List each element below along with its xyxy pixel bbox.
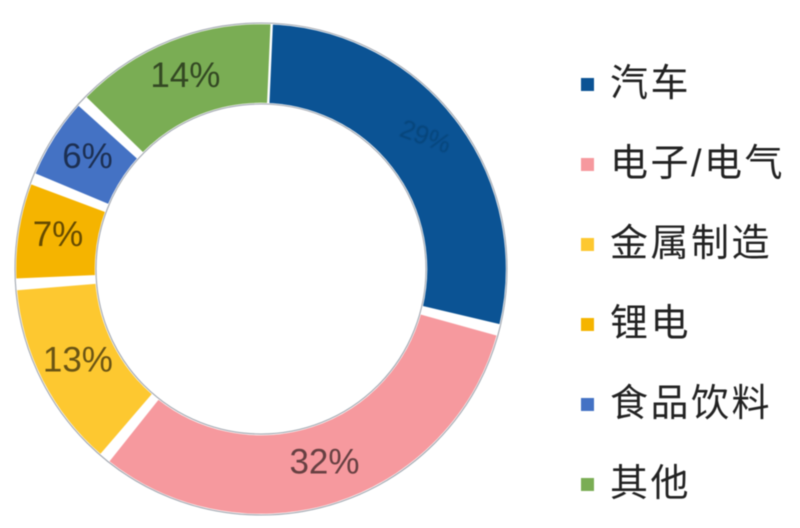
svg-text:32%: 32% xyxy=(289,443,359,482)
svg-text:14%: 14% xyxy=(150,56,220,95)
svg-text:13%: 13% xyxy=(43,341,113,380)
svg-text:7%: 7% xyxy=(33,215,84,254)
svg-text:6%: 6% xyxy=(62,137,113,176)
